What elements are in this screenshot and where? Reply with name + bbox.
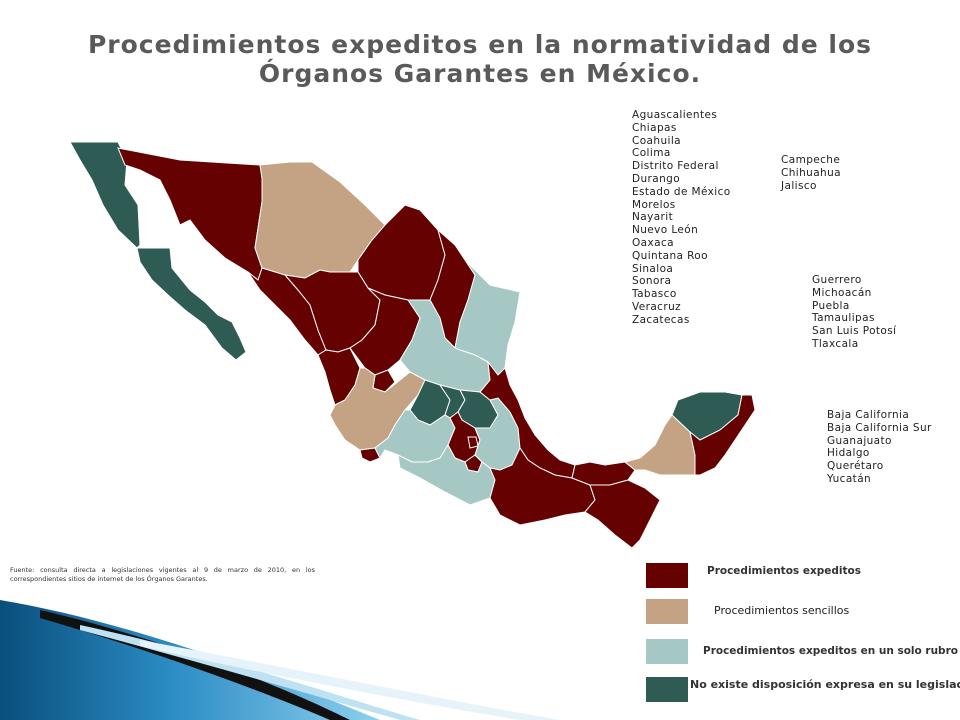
state-list-item: Tlaxcala (812, 337, 859, 350)
state-list-item: Morelos (632, 198, 676, 211)
legend-label-no-existe: No existe disposición expresa en su legi… (690, 678, 960, 691)
state-list-item: San Luis Potosí (812, 325, 897, 338)
state-list-item: Zacatecas (632, 313, 690, 326)
state-list-item: Aguascalientes (632, 109, 718, 121)
state-list-solo-rubro: Guerrero Michoacán Puebla Tamaulipas San Lui… (812, 274, 896, 351)
state-quintana-roo[interactable] (689, 394, 756, 476)
state-list-item: Quintana Roo (632, 249, 708, 262)
state-list-item: Sonora (632, 275, 672, 288)
legend-label-expeditos: Procedimientos expeditos (707, 565, 861, 577)
state-baja-california-sur[interactable] (136, 247, 247, 361)
legend-swatch-expeditos (646, 563, 688, 588)
state-list-item: Tabasco (632, 288, 677, 301)
state-list-item: Campeche (781, 154, 841, 166)
legend-label-solo-rubro: Procedimientos expeditos en un solo rubr… (703, 645, 958, 657)
state-list-item: Querétaro (827, 460, 884, 473)
state-list-item: Nayarit (632, 211, 674, 224)
page-title: Procedimientos expeditos en la normativi… (87, 30, 872, 88)
state-list-item: Michoacán (812, 286, 872, 299)
state-list-item: Hidalgo (827, 447, 870, 460)
state-list-item: Guerrero (812, 274, 862, 286)
state-distrito-federal[interactable] (467, 436, 479, 449)
state-list-item: Colima (632, 147, 671, 160)
legend-swatch-sencillos (646, 599, 688, 624)
state-list-item: Baja California (827, 409, 910, 421)
state-list-item: Yucatán (827, 472, 872, 485)
state-list-item: Coahuila (632, 134, 681, 147)
state-tabasco[interactable] (571, 461, 636, 486)
state-list-item: Sinaloa (632, 262, 674, 275)
legend-swatch-no-existe (646, 677, 688, 702)
state-list-item: Jalisco (781, 179, 817, 192)
state-list-item: Durango (632, 172, 681, 185)
legend-swatch-solo-rubro (646, 639, 688, 664)
state-list-item: Oaxaca (632, 236, 674, 249)
state-list-item: Tamaulipas (812, 312, 875, 325)
state-list-item: Distrito Federal (632, 160, 719, 173)
state-list-no-existe: Baja California Baja California Sur Guanaj… (827, 409, 932, 486)
state-list-item: Chiapas (632, 121, 677, 134)
source-note: Fuente: consulta directa a legislaciones… (10, 566, 315, 583)
legend-label-sencillos: Procedimientos sencillos (714, 604, 850, 617)
state-list-expeditos: Aguascalientes Chiapas Coahuila Colima Distr… (632, 109, 731, 327)
state-list-item: Chihuahua (781, 166, 841, 179)
state-chiapas[interactable] (584, 479, 661, 549)
state-colima[interactable] (359, 447, 381, 463)
state-list-item: Veracruz (632, 300, 682, 313)
state-list-item: Nuevo León (632, 224, 699, 237)
state-list-item: Guanajuato (827, 434, 892, 447)
state-list-sencillos: Campeche Chihuahua Jalisco (781, 154, 841, 192)
state-guerrero[interactable] (397, 443, 496, 506)
state-list-item: Baja California Sur (827, 421, 932, 434)
state-list-item: Estado de México (632, 185, 731, 198)
state-list-item: Puebla (812, 299, 850, 312)
